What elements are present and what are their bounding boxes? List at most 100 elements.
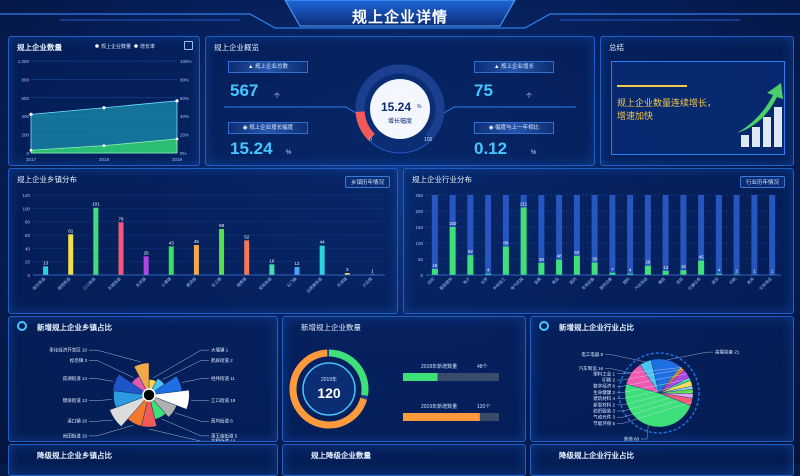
rate-point (30, 149, 33, 152)
slice-label: 溪口镇 20 (67, 418, 87, 425)
y-tick: 40 (25, 246, 31, 251)
slice-label: 方桥街道 10 (211, 438, 236, 441)
gauge-label: 增长幅度 (388, 117, 412, 125)
bar (538, 263, 544, 275)
data-label: 1 (371, 268, 374, 273)
data-label: 101 (92, 202, 100, 207)
y-tick: 50 (418, 257, 424, 262)
bar (503, 247, 509, 275)
slice-label: 纺织服装 3 (593, 408, 615, 415)
bar-label: 2019年新增数量 (421, 403, 457, 410)
bar-track (485, 195, 491, 275)
count-point (102, 106, 105, 109)
ring-year: 2019年 (321, 376, 337, 383)
slice-label: 其他 68 (624, 436, 640, 442)
panel-title: 降级规上企业行业占比 (559, 450, 634, 461)
data-label: 48 (557, 254, 563, 259)
count-plot: 02004006008001,0000%20%40%60%80%100%2017… (18, 59, 192, 162)
y-tick: 20 (25, 260, 31, 265)
data-label: 15 (681, 264, 687, 269)
leader-line (89, 425, 133, 436)
data-label: 69 (219, 223, 225, 228)
bar (521, 207, 527, 275)
data-label: 79 (118, 216, 124, 221)
kpi-total-value: 567 (230, 81, 258, 101)
bar (119, 222, 124, 275)
legend-dot-rate (134, 44, 138, 48)
data-label: 52 (244, 234, 250, 239)
y-tick: 100 (415, 241, 423, 246)
slice-label: 高端装备 21 (715, 349, 740, 356)
growth-chart-icon (601, 37, 793, 165)
bar-track (769, 195, 775, 275)
bar (93, 208, 98, 275)
x-tick: 木材加工 (491, 275, 507, 291)
x-tick: 印刷 (727, 275, 737, 285)
y-tick-right: 0% (180, 151, 187, 156)
x-tick: 橡胶 (656, 275, 666, 285)
slice-label: 气动元件 3 (593, 414, 615, 421)
x-tick: 文体用品 (757, 275, 773, 291)
slice-label: 塑料工业 1 (593, 370, 615, 377)
panel-downgrade-count: 规上降级企业数量 (282, 444, 526, 476)
x-tick: 东湖镇 (335, 275, 348, 288)
bar-value: 120个 (477, 404, 490, 410)
data-label: 19 (432, 263, 438, 268)
data-label: 45 (699, 255, 705, 260)
download-icon[interactable] (184, 41, 193, 50)
data-label: 13 (43, 260, 49, 265)
panel-overview: 规上企业概览 ▲ 规上企业总数 567 个 ▲ 规上企业增长 75 个 ◉ 规上… (205, 36, 595, 166)
rate-point (103, 144, 106, 147)
y-tick-left: 0 (26, 151, 29, 156)
x-tick: 纺织 (426, 275, 436, 285)
slice-label: 奉化经济开发区 10 (49, 347, 87, 354)
kpi-growth-value: 75 (474, 81, 493, 101)
industry-chart: 05010015020025019纺织150服装服饰62电子4化学89木材加工2… (404, 169, 793, 313)
page-title: 规上企业详情 (0, 6, 800, 27)
slice-label: 建筑材料 4 (593, 395, 615, 402)
data-label: 150 (449, 221, 457, 226)
y-tick: 60 (25, 233, 31, 238)
kpi-yoy-value: 0.12 (474, 139, 507, 159)
y-tick: 0 (27, 273, 30, 278)
x-tick: 仪器仪表 (686, 275, 702, 291)
bar (680, 270, 686, 275)
panel-summary: 总结 规上企业数量连续增长，增速加快 (600, 36, 794, 166)
bar (467, 255, 473, 275)
y-tick: 120 (22, 193, 30, 198)
gauge-unit: % (417, 104, 422, 110)
x-tick: 城西街道 (56, 275, 72, 291)
rose-center (143, 389, 155, 401)
legend-dot-count (95, 44, 99, 48)
count-chart: 规上企业数量 增长率 02004006008001,0000%20%40%60%… (9, 37, 199, 165)
x-tick: 造纸 (674, 275, 684, 285)
bar-track (751, 195, 757, 275)
bar (320, 246, 325, 275)
x-tick: 电气机械 (509, 275, 525, 291)
bar (450, 227, 456, 275)
y-tick-left: 1,000 (18, 59, 30, 64)
data-label: 13 (663, 265, 669, 270)
town-chart: 02040608010012013城东街道61城西街道101江口街道79东城街道… (9, 169, 397, 313)
x-tick: 医药 (568, 275, 578, 285)
data-label: 62 (468, 249, 474, 254)
kpi-rate-value: 15.24 (230, 139, 273, 159)
slice-label: 新型材料 2 (593, 401, 615, 408)
slice-label: 西坞街道 8 (211, 418, 233, 425)
bar (645, 266, 651, 275)
x-tick: 塑料 (621, 275, 631, 285)
bar (556, 260, 562, 275)
bar (269, 264, 274, 275)
data-label: 16 (269, 258, 275, 263)
slice-label: 数字经济 6 (593, 383, 615, 390)
kpi-growth-unit: 个 (526, 91, 532, 100)
x-tick: 石门镇 (285, 275, 298, 288)
slice-label: 大堰镇 1 (211, 347, 229, 354)
x-tick: 江口街道 (81, 275, 97, 291)
kpi-total-unit: 个 (274, 91, 280, 100)
